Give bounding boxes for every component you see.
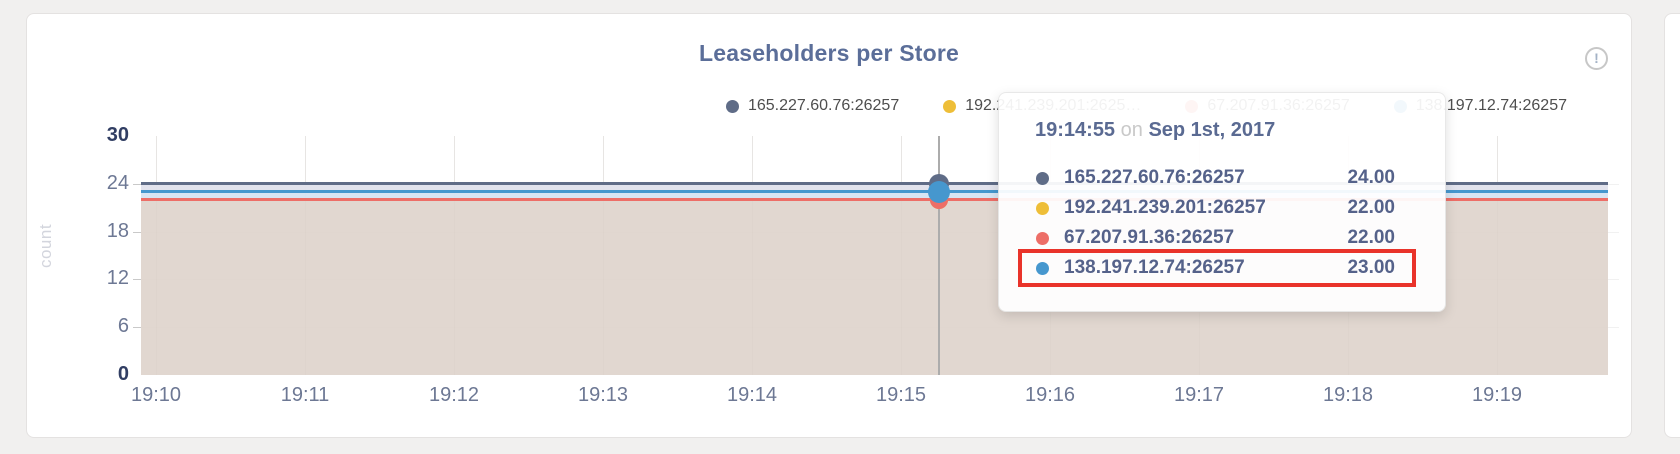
tooltip-conjunction: on <box>1120 119 1143 141</box>
tooltip-row: 192.241.239.201:26257 22.00 <box>1022 193 1412 223</box>
tooltip-series-value: 22.00 <box>1347 197 1395 218</box>
chart-card: Leaseholders per Store ! 165.227.60.76:2… <box>26 13 1632 438</box>
hover-tooltip: 19:14:55 on Sep 1st, 2017 165.227.60.76:… <box>998 92 1446 312</box>
x-axis-label: 19:11 <box>280 384 330 406</box>
x-axis-label: 19:17 <box>1173 384 1225 406</box>
x-axis-label: 19:15 <box>875 384 927 406</box>
x-axis-label: 19:19 <box>1471 384 1523 406</box>
series-line <box>141 182 1608 186</box>
tooltip-header: 19:14:55 on Sep 1st, 2017 <box>1035 119 1445 142</box>
y-axis-label: 30 <box>106 124 129 146</box>
series-dot-icon <box>1036 171 1049 185</box>
tooltip-date: Sep 1st, 2017 <box>1148 119 1276 141</box>
tooltip-rows: 165.227.60.76:26257 24.00 192.241.239.201:… <box>1022 163 1412 283</box>
info-icon[interactable]: ! <box>1585 47 1608 70</box>
tooltip-row-highlighted: 138.197.12.74:26257 23.00 <box>1022 253 1412 283</box>
series-line <box>141 198 1608 202</box>
tooltip-series-value: 24.00 <box>1347 167 1395 188</box>
legend-item[interactable]: 165.227.60.76:26257 <box>725 97 900 115</box>
area-fill <box>141 183 1608 192</box>
y-axis-label: 6 <box>117 315 129 338</box>
y-axis-tick <box>133 327 141 329</box>
y-axis-label: 18 <box>106 219 129 242</box>
x-axis-label: 19:16 <box>1024 384 1076 406</box>
legend-dot-icon <box>725 99 739 113</box>
x-axis-label: 19:10 <box>130 384 182 406</box>
hover-guideline <box>938 136 940 375</box>
x-axis-label: 19:18 <box>1322 384 1374 406</box>
tooltip-series-label: 138.197.12.74:26257 <box>1064 257 1245 278</box>
area-fill <box>141 191 1608 200</box>
tooltip-series-label: 192.241.239.201:26257 <box>1064 197 1266 218</box>
x-axis-label: 19:13 <box>577 384 629 406</box>
x-axis-label: 19:14 <box>726 384 778 406</box>
legend-item-label: 138.197.12.74:26257 <box>1415 97 1567 114</box>
y-axis-tick <box>133 279 141 281</box>
y-axis-label: 12 <box>106 267 129 290</box>
y-axis-label: 24 <box>106 171 129 194</box>
y-axis-label: 0 <box>117 363 129 385</box>
legend-item-label: 165.227.60.76:26257 <box>747 97 900 114</box>
y-axis-tick <box>133 231 141 233</box>
series-dot-icon <box>1036 231 1049 245</box>
y-axis-tick <box>133 183 141 185</box>
tooltip-time: 19:14:55 <box>1035 119 1116 141</box>
series-dot-icon <box>1036 201 1049 215</box>
x-axis-label: 19:12 <box>428 384 480 406</box>
legend-dot-icon <box>943 99 957 113</box>
tooltip-series-label: 67.207.91.36:26257 <box>1064 227 1235 248</box>
tooltip-series-value: 22.00 <box>1347 227 1395 248</box>
adjacent-card-edge <box>1664 13 1680 438</box>
hover-point <box>928 180 950 203</box>
chart-title: Leaseholders per Store <box>698 40 960 66</box>
series-dot-icon <box>1036 261 1049 275</box>
tooltip-series-value: 23.00 <box>1347 257 1395 278</box>
tooltip-row: 67.207.91.36:26257 22.00 <box>1022 223 1412 253</box>
tooltip-row: 165.227.60.76:26257 24.00 <box>1022 163 1412 193</box>
tooltip-series-label: 165.227.60.76:26257 <box>1064 167 1245 188</box>
y-axis-title: count <box>36 223 55 269</box>
series-line <box>141 190 1608 194</box>
